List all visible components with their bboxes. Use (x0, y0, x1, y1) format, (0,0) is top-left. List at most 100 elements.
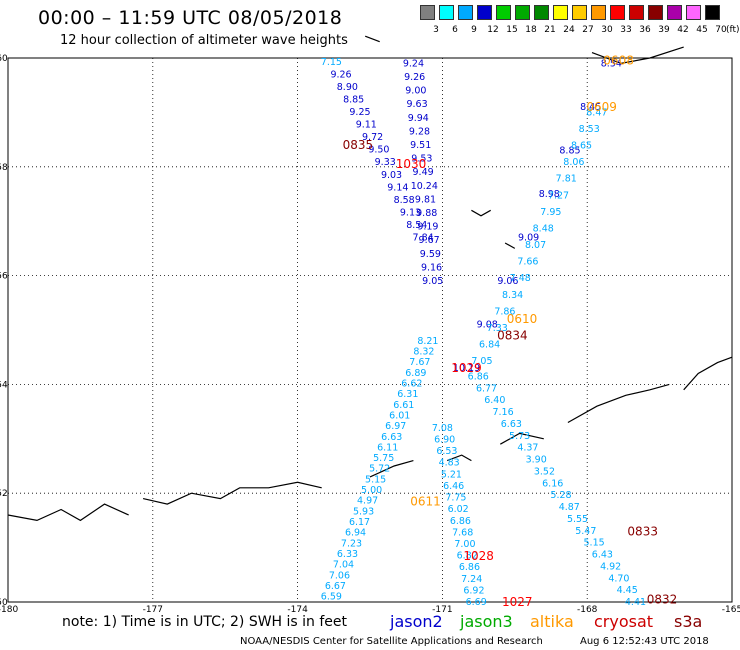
time-label: 0610 (507, 312, 538, 326)
scale-label: 45 (696, 25, 708, 35)
legend-s3a: s3a (674, 612, 703, 631)
wave-height-label: 5.28 (550, 490, 571, 501)
time-label: 0609 (586, 100, 617, 114)
scale-swatch (667, 5, 682, 20)
wave-height-label: 4.92 (600, 561, 621, 572)
lon-tick-label: -165 (722, 605, 740, 615)
wave-height-label: 5.73 (509, 431, 530, 442)
wave-height-label: 9.26 (404, 72, 425, 83)
scale-label: 36 (639, 25, 651, 35)
scale-swatch (705, 5, 720, 20)
wave-height-label: 9.24 (403, 58, 424, 69)
legend-jason2: jason2 (390, 612, 443, 631)
lat-tick-label: 50 (0, 598, 8, 608)
wave-height-label: 9.09 (518, 233, 539, 244)
time-label: 0611 (410, 494, 441, 508)
wave-height-label: 9.13 (400, 207, 421, 218)
wave-height-label: 6.16 (542, 478, 563, 489)
wave-height-label: 7.15 (321, 57, 342, 68)
wave-height-label: 9.53 (411, 154, 432, 165)
wave-height-label: 6.53 (436, 446, 457, 457)
time-label: 1028 (463, 549, 494, 563)
coastline (504, 242, 516, 249)
coastline (142, 481, 322, 505)
wave-height-label: 9.03 (381, 170, 402, 181)
coastline (364, 35, 380, 43)
lon-tick-label: -177 (143, 605, 163, 615)
scale-swatch (610, 5, 625, 20)
lon-tick-label: -171 (432, 605, 452, 615)
wave-height-label: 9.28 (409, 126, 430, 137)
wave-height-label: 6.11 (377, 442, 398, 453)
lat-tick-label: 52 (0, 489, 8, 499)
wave-height-label: 4.41 (625, 597, 646, 608)
coastline (369, 460, 414, 478)
time-label: 0832 (647, 592, 678, 606)
wave-height-label: 9.51 (410, 140, 431, 151)
wave-height-label: 9.16 (421, 262, 442, 273)
wave-height-label: 4.83 (439, 458, 460, 469)
scale-swatch (686, 5, 701, 20)
wave-height-label: 6.84 (479, 340, 500, 351)
wave-height-label: 5.15 (584, 538, 605, 549)
wave-height-label: 7.67 (409, 357, 430, 368)
scale-swatch (420, 5, 435, 20)
wave-height-label: 7.95 (540, 207, 561, 218)
wave-height-label: 7.81 (556, 174, 577, 185)
scale-label: 15 (506, 25, 518, 35)
wave-height-label: 6.31 (397, 389, 418, 400)
wave-height-label: 9.08 (477, 320, 498, 331)
wave-height-label: 9.59 (420, 249, 441, 260)
coastline (446, 454, 472, 462)
wave-height-label: 9.06 (497, 276, 518, 287)
scale-label: 24 (563, 25, 575, 35)
wave-height-label: 9.33 (375, 157, 396, 168)
wave-height-label: 6.94 (345, 528, 366, 539)
wave-height-label: 8.21 (417, 336, 438, 347)
wave-height-label: 9.00 (405, 86, 426, 97)
time-label: 0833 (627, 524, 658, 538)
wave-height-label: 5.15 (365, 474, 386, 485)
wave-height-label: 6.86 (450, 516, 471, 527)
wave-height-label: 5.00 (361, 485, 382, 496)
wave-height-label: 9.25 (349, 107, 370, 118)
scale-label: 9 (471, 25, 477, 35)
wave-height-label: 8.53 (579, 124, 600, 135)
scale-label: 18 (525, 25, 537, 35)
wave-height-label: 6.61 (393, 400, 414, 411)
scale-swatch (458, 5, 473, 20)
wave-height-label: 9.19 (417, 222, 438, 233)
wave-height-label: 5.93 (353, 506, 374, 517)
scale-label: 12 (487, 25, 499, 35)
wave-height-label: 6.17 (349, 517, 370, 528)
lat-tick-label: 60 (0, 54, 8, 64)
scale-label: 70 (715, 25, 727, 35)
wave-height-label: 5.55 (567, 514, 588, 525)
wave-height-label: 6.69 (466, 597, 487, 608)
wave-height-label: 8.54 (601, 58, 622, 69)
wave-height-label: 6.63 (501, 419, 522, 430)
wave-height-label: 7.27 (548, 190, 569, 201)
wave-height-label: 7.23 (341, 538, 362, 549)
wave-height-label: 6.67 (325, 581, 346, 592)
wave-height-label: 4.87 (559, 502, 580, 513)
wave-height-label: 5.75 (373, 453, 394, 464)
wave-height-label: 9.49 (413, 167, 434, 178)
wave-height-label: 4.70 (608, 573, 629, 584)
legend-jason3: jason3 (460, 612, 513, 631)
wave-height-label: 9.88 (416, 208, 437, 219)
wave-height-label: 8.85 (559, 145, 580, 156)
lat-tick-label: 58 (0, 163, 8, 173)
wave-height-label: 7.05 (471, 356, 492, 367)
wave-height-label: 9.81 (415, 194, 436, 205)
wave-height-label: 4.37 (517, 443, 538, 454)
scale-label: 27 (582, 25, 594, 35)
scale-swatch (648, 5, 663, 20)
wave-height-label: 9.05 (422, 276, 443, 287)
wave-height-label: 9.63 (406, 99, 427, 110)
scale-label: 30 (601, 25, 613, 35)
color-scale-legend: 3 6 9 12 15 18 21 24 27 30 33 36 39 42 45 70 (ft) (420, 5, 740, 45)
coastline (471, 209, 491, 217)
scale-swatch (515, 5, 530, 20)
